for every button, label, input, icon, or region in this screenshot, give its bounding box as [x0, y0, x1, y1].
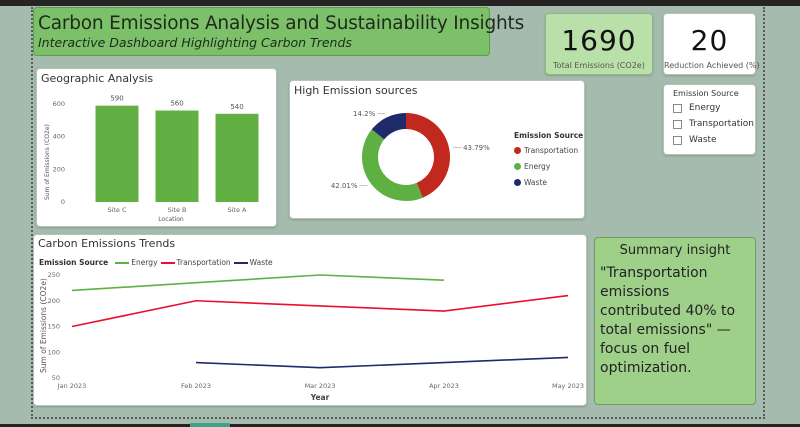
donut-legend-title: Emission Source [514, 131, 584, 140]
slicer-option-label: Transportation [689, 119, 754, 129]
summary-title: Summary insight [619, 243, 731, 258]
line-x-tick-label: Jan 2023 [57, 382, 87, 390]
line-y-axis-title: Sum of Emissions (CO2e) [39, 278, 48, 373]
slicer-option-energy[interactable]: Energy [673, 103, 721, 113]
bar-x-axis-title: Location [158, 216, 184, 223]
bar-chart: Sum of Emissions (CO2e) Location 0 200 400… [44, 95, 259, 223]
line-x-tick-label: May 2023 [552, 382, 584, 390]
donut-data-label: 42.01% [331, 182, 358, 190]
donut-chart: 43.79% 42.01% 14.2% [331, 110, 490, 201]
line-y-tick-label: 250 [48, 271, 60, 279]
donut-legend: Emission Source Transportation Energy Wa… [514, 131, 583, 194]
donut-data-label: 14.2% [353, 110, 376, 118]
summary-insight-panel: Summary insight "Transportation emission… [594, 237, 756, 405]
bar-data-label: 560 [170, 100, 183, 108]
bar-x-tick-label: Site B [167, 206, 186, 214]
kpi-reduction-card[interactable]: 20 Reduction Achieved (%) [663, 13, 760, 75]
page-tab-indicator[interactable] [190, 423, 230, 427]
bar-data-label: 590 [110, 95, 123, 103]
line-series-waste[interactable] [195, 356, 569, 369]
line-x-tick-label: Apr 2023 [429, 382, 459, 390]
legend-item-transportation[interactable]: Transportation [514, 146, 583, 155]
line-legend-energy[interactable]: Energy [131, 258, 158, 267]
bar-y-axis-title: Sum of Emissions (CO2e) [44, 124, 51, 200]
window-top-bar [0, 0, 800, 6]
bar-x-tick-label: Site C [107, 206, 127, 214]
donut-slice-transportation[interactable] [406, 113, 450, 198]
line-y-tick-label: 100 [48, 348, 60, 356]
bar-y-tick-label: 400 [53, 133, 65, 141]
line-y-tick-label: 200 [48, 297, 60, 305]
slicer-option-waste[interactable]: Waste [673, 135, 717, 145]
kpi-total-emissions-card[interactable]: 1690 Total Emissions (CO2e) [545, 13, 653, 75]
kpi-total-emissions-value: 1690 [561, 24, 637, 57]
bar-y-tick-label: 600 [53, 100, 65, 108]
bar-y-tick-label: 0 [61, 198, 65, 206]
bar-site-c[interactable] [95, 105, 139, 202]
line-x-axis-title: Year [310, 393, 330, 402]
donut-data-label: 43.79% [463, 144, 490, 152]
carbon-emissions-trends-title: Carbon Emissions Trends [38, 237, 176, 250]
legend-dot-icon [514, 147, 521, 154]
donut-slice-energy[interactable] [362, 129, 423, 201]
geographic-analysis-title: Geographic Analysis [41, 72, 154, 85]
line-x-tick-label: Feb 2023 [181, 382, 211, 390]
carbon-emissions-trends-panel[interactable]: Carbon Emissions Trends Emission Source … [33, 234, 587, 406]
legend-swatch-transportation [160, 261, 175, 264]
legend-label: Transportation [524, 146, 579, 155]
legend-item-energy[interactable]: Energy [514, 162, 583, 171]
donut-slice-waste[interactable] [371, 113, 406, 140]
legend-dot-icon [514, 163, 521, 170]
line-y-tick-label: 50 [52, 374, 60, 382]
kpi-reduction-value: 20 [690, 24, 729, 57]
checkbox-energy[interactable] [673, 103, 682, 113]
line-legend: Emission Source Energy Transportation Wa… [39, 258, 273, 267]
legend-item-waste[interactable]: Waste [514, 178, 583, 187]
line-chart: Sum of Emissions (CO2e) Year 50 100 150 200… [39, 271, 584, 402]
dashboard-title: Carbon Emissions Analysis and Sustainabi… [38, 13, 525, 34]
summary-text: "Transportation emissions contributed 40… [600, 265, 736, 376]
legend-label: Energy [524, 162, 551, 171]
line-series-energy[interactable] [71, 274, 445, 292]
slicer-title: Emission Source [673, 89, 739, 98]
window-bottom-bar [0, 424, 800, 427]
report-canvas-border [31, 7, 765, 419]
emission-source-slicer: Emission Source Energy Transportation Wa… [663, 84, 756, 155]
kpi-reduction-label: Reduction Achieved (%) [664, 61, 760, 70]
high-emission-sources-panel[interactable]: High Emission sources 43.79% 42.01% 14.2% … [289, 80, 585, 219]
slicer-option-label: Energy [689, 103, 721, 113]
geographic-analysis-panel[interactable]: Geographic Analysis Sum of Emissions (CO… [36, 68, 277, 227]
legend-dot-icon [514, 179, 521, 186]
checkbox-transportation[interactable] [673, 119, 682, 129]
legend-label: Waste [524, 178, 547, 187]
dashboard-subtitle: Interactive Dashboard Highlighting Carbo… [38, 35, 352, 50]
kpi-total-emissions-label: Total Emissions (CO2e) [553, 61, 645, 70]
slicer-option-label: Waste [689, 135, 717, 145]
bar-site-b[interactable] [155, 110, 199, 202]
slicer-option-transportation[interactable]: Transportation [673, 119, 754, 129]
high-emission-sources-title: High Emission sources [294, 84, 418, 97]
line-y-tick-label: 150 [48, 323, 60, 331]
legend-swatch-waste [233, 261, 248, 264]
line-series-transportation[interactable] [71, 294, 569, 328]
bar-site-a[interactable] [215, 113, 259, 202]
line-legend-transportation[interactable]: Transportation [176, 258, 231, 267]
line-legend-title: Emission Source [39, 258, 109, 267]
checkbox-waste[interactable] [673, 135, 682, 145]
bar-x-tick-label: Site A [228, 206, 248, 214]
line-x-tick-label: Mar 2023 [305, 382, 336, 390]
title-banner: Carbon Emissions Analysis and Sustainabi… [33, 7, 525, 56]
legend-swatch-energy [115, 261, 130, 264]
bar-data-label: 540 [230, 103, 243, 111]
line-legend-waste[interactable]: Waste [249, 258, 273, 267]
bar-y-tick-label: 200 [53, 165, 65, 173]
